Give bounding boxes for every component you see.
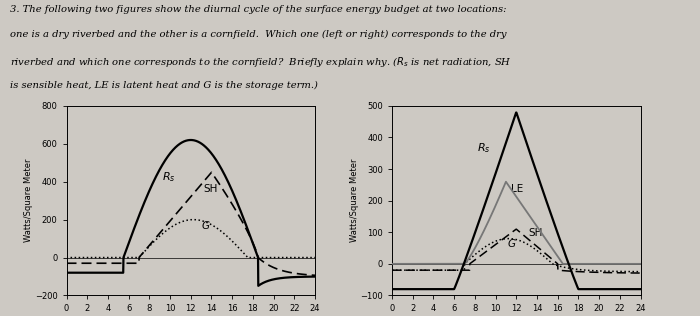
Y-axis label: Watts/Square Meter: Watts/Square Meter — [350, 159, 359, 242]
Text: riverbed and which one corresponds to the cornfield?  Briefly explain why. ($R_s: riverbed and which one corresponds to th… — [10, 55, 512, 69]
Text: $R_s$: $R_s$ — [162, 170, 176, 184]
Text: 3. The following two figures show the diurnal cycle of the surface energy budget: 3. The following two figures show the di… — [10, 5, 507, 14]
Text: LE: LE — [511, 184, 524, 194]
Text: G: G — [201, 222, 209, 232]
Text: is sensible heat, LE is latent heat and G is the storage term.): is sensible heat, LE is latent heat and … — [10, 81, 318, 90]
Text: SH: SH — [528, 228, 543, 238]
Text: $R_s$: $R_s$ — [477, 142, 491, 155]
Text: one is a dry riverbed and the other is a cornfield.  Which one (left or right) c: one is a dry riverbed and the other is a… — [10, 30, 507, 39]
Text: SH: SH — [203, 184, 218, 194]
Text: G: G — [508, 240, 516, 249]
Y-axis label: Watts/Square Meter: Watts/Square Meter — [25, 159, 34, 242]
